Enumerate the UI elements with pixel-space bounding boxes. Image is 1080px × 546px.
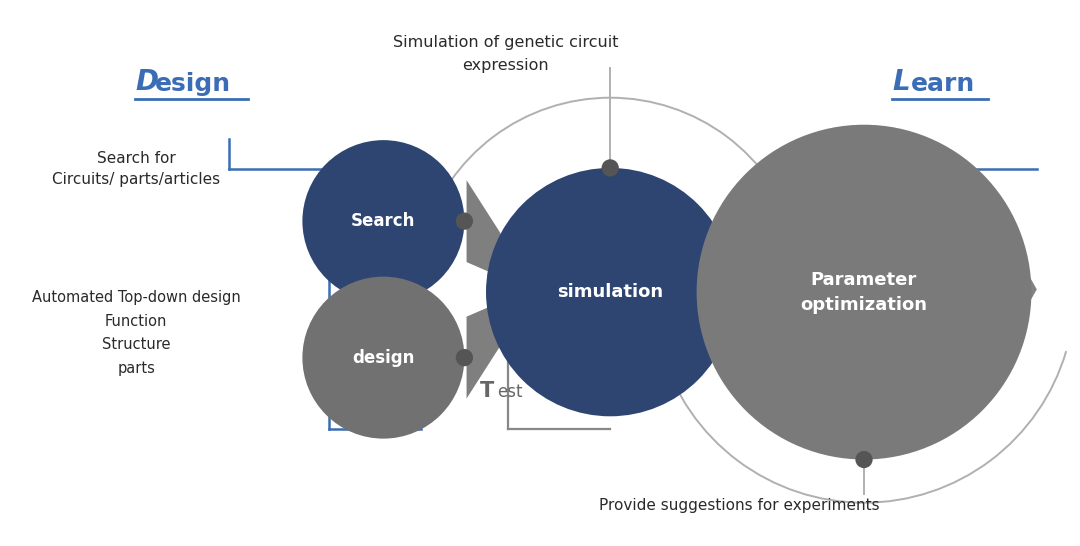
Text: est: est [497,383,523,401]
Ellipse shape [302,140,464,302]
Text: Parameter
optimization: Parameter optimization [800,271,928,313]
Text: D: D [135,68,158,96]
Polygon shape [467,180,526,399]
Ellipse shape [456,349,473,366]
Ellipse shape [456,212,473,230]
Text: Provide suggestions for experiments: Provide suggestions for experiments [599,497,880,513]
Text: L: L [892,68,909,96]
Ellipse shape [302,277,464,438]
Text: earn: earn [910,72,974,96]
Ellipse shape [697,124,1031,460]
Text: esign: esign [154,72,230,96]
Ellipse shape [602,159,619,176]
Ellipse shape [855,451,873,468]
Text: design: design [352,349,415,366]
Ellipse shape [486,168,734,416]
Text: Search for
Circuits/ parts/articles: Search for Circuits/ parts/articles [52,151,220,187]
Text: Search: Search [351,212,416,230]
Text: simulation: simulation [557,283,663,301]
FancyArrow shape [507,241,1037,337]
Text: Automated Top-down design
Function
Structure
parts: Automated Top-down design Function Struc… [31,290,241,376]
Text: T: T [480,381,494,401]
Text: Simulation of genetic circuit
expression: Simulation of genetic circuit expression [393,35,618,73]
